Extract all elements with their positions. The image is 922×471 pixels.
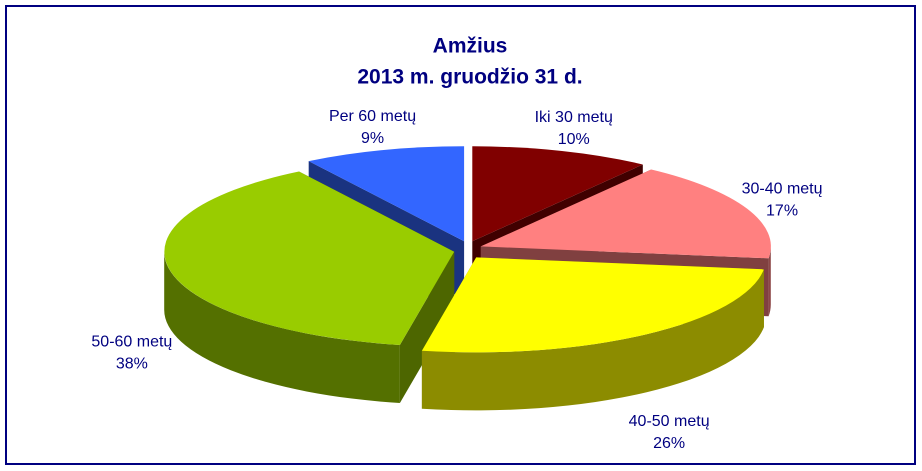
slice xyxy=(308,146,465,242)
slice xyxy=(480,169,771,259)
slice-value-label: 38% xyxy=(116,355,148,372)
slice-value-label: 26% xyxy=(653,435,685,452)
slice-wall xyxy=(768,246,771,317)
chart-subtitle: 2013 m. gruodžio 31 d. xyxy=(357,66,582,89)
slice-label: 40-50 metų xyxy=(629,413,710,430)
slice-value-label: 17% xyxy=(766,202,798,219)
slice xyxy=(472,146,643,242)
slice-wall xyxy=(164,251,400,403)
slice-value-label: 9% xyxy=(361,130,384,147)
slice-value-label: 10% xyxy=(558,131,590,148)
slice xyxy=(164,171,455,345)
slice xyxy=(421,257,764,353)
slice-label: Per 60 metų xyxy=(329,108,416,125)
slice-wall xyxy=(421,269,764,411)
slice-label: 30-40 metų xyxy=(742,180,823,197)
slice-label: 50-60 metų xyxy=(91,333,172,350)
chart-title: Amžius xyxy=(433,35,508,58)
slice-label: Iki 30 metų xyxy=(535,109,613,126)
